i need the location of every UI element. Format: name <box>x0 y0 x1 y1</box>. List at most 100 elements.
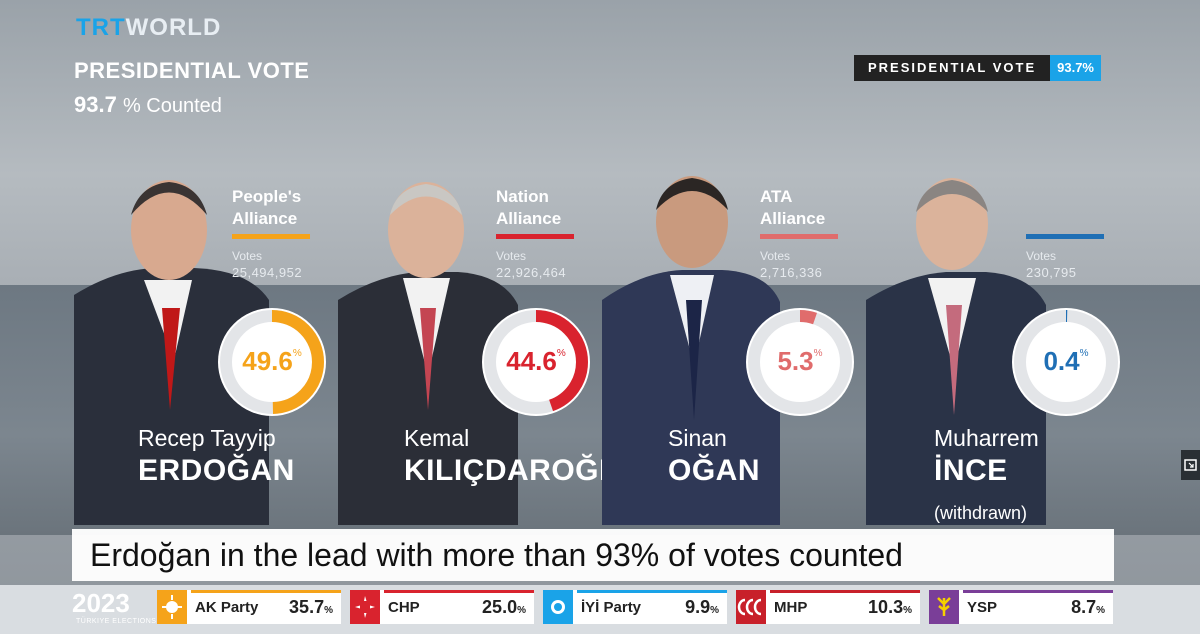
percent-readout: 49.6% <box>242 346 302 376</box>
votes-label: Votes <box>232 249 263 263</box>
candidate-card-erdogan: People's Alliance Votes 25,494,952 49.6%… <box>74 160 339 525</box>
party-result-chp: CHP 25.0% <box>350 590 534 624</box>
alliance-color-bar <box>496 234 574 239</box>
alliance-line1: People's <box>232 187 302 206</box>
chp-logo-icon <box>350 590 380 624</box>
percent-donut <box>218 308 326 416</box>
party-percent-value: 25.0 <box>482 597 518 617</box>
ysp-logo-icon <box>929 590 959 624</box>
votes-label: Votes <box>1026 249 1057 263</box>
tag-label: PRESIDENTIAL VOTE <box>854 55 1051 81</box>
party-percent: 10.3% <box>868 597 912 618</box>
party-percent-unit: % <box>710 605 719 616</box>
party-name: MHP <box>774 599 808 616</box>
party-percent: 9.9% <box>685 597 719 618</box>
percent-arc <box>748 310 852 414</box>
counted-value: 93.7 <box>74 92 117 117</box>
votes-label: Votes <box>496 249 527 263</box>
percent-value: 5.3 <box>777 346 814 376</box>
alliance-line2: Alliance <box>232 209 298 228</box>
percent-donut <box>1012 308 1120 416</box>
percent-value: 49.6 <box>242 346 293 376</box>
candidate-photo <box>866 178 1046 525</box>
candidate-first-name: Sinan <box>668 425 727 451</box>
party-color-bar <box>770 590 920 593</box>
party-percent: 35.7% <box>289 597 333 618</box>
election-year: 2023 <box>72 588 130 618</box>
trt-world-logo: TRTWORLD <box>76 14 221 42</box>
candidate-first-name: Kemal <box>404 425 470 451</box>
candidate-last-name: OĞAN <box>668 454 760 487</box>
party-percent-unit: % <box>517 605 526 616</box>
page-title: PRESIDENTIAL VOTE <box>74 58 310 83</box>
candidate-first-name: Muharrem <box>934 425 1039 451</box>
party-name: CHP <box>388 599 420 616</box>
votes-count: 25,494,952 <box>232 265 303 280</box>
logo-world-text: WORLD <box>125 14 222 41</box>
percent-value: 0.4 <box>1043 346 1080 376</box>
candidate-card-ince: Votes 230,795 0.4% Muharrem İNCE (withdr… <box>866 160 1131 525</box>
party-result-iyiparty: İYİ Party 9.9% <box>543 590 727 624</box>
alliance-label: ATA Alliance <box>760 186 825 230</box>
alliance-line1: ATA <box>760 187 793 206</box>
percent-arc <box>484 310 588 414</box>
alliance-line2: Alliance <box>496 209 562 228</box>
iyiparty-logo-icon <box>543 590 573 624</box>
party-result-ysp: YSP 8.7% <box>929 590 1113 624</box>
party-percent-unit: % <box>324 605 333 616</box>
candidate-photo <box>74 180 269 525</box>
percent-readout: 44.6% <box>506 346 566 376</box>
alliance-color-bar <box>1026 234 1104 239</box>
percent-arc <box>1014 310 1118 414</box>
party-color-bar <box>577 590 727 593</box>
party-percent-value: 35.7 <box>289 597 325 617</box>
alliance-label: People's Alliance <box>232 186 301 230</box>
party-percent: 8.7% <box>1071 597 1105 618</box>
votes-count: 22,926,464 <box>496 265 567 280</box>
logo-trt-text: TRT <box>76 14 126 41</box>
party-result-mhp: MHP 10.3% <box>736 590 920 624</box>
votes-count: 230,795 <box>1026 265 1077 280</box>
akparty-logo-icon <box>157 590 187 624</box>
party-name: AK Party <box>195 599 259 616</box>
percent-readout: 0.4% <box>1043 346 1089 376</box>
percent-value: 44.6 <box>506 346 557 376</box>
expand-side-button[interactable] <box>1181 450 1200 480</box>
presidential-vote-tag: PRESIDENTIAL VOTE 93.7% <box>854 55 1101 81</box>
party-color-bar <box>191 590 341 593</box>
expand-icon <box>1184 459 1197 471</box>
candidate-last-name: İNCE <box>934 454 1008 487</box>
party-percent-value: 10.3 <box>868 597 904 617</box>
candidate-last-name: ERDOĞAN <box>138 454 295 487</box>
party-color-bar <box>384 590 534 593</box>
headline-text: Erdoğan in the lead with more than 93% o… <box>90 537 903 573</box>
party-percent-unit: % <box>1096 605 1105 616</box>
party-percent-unit: % <box>903 605 912 616</box>
candidate-last-name: KILIÇDAROĞLU <box>404 454 640 487</box>
party-name: YSP <box>967 599 998 616</box>
party-percent: 25.0% <box>482 597 526 618</box>
candidate-first-name: Recep Tayyip <box>138 425 276 451</box>
election-year-subtitle: TÜRKIYE ELECTIONS <box>76 618 157 625</box>
counted-readout: 93.7 % Counted <box>74 92 222 118</box>
party-color-bar <box>963 590 1113 593</box>
candidate-photo <box>338 182 518 525</box>
percent-arc <box>220 310 324 414</box>
alliance-color-bar <box>760 234 838 239</box>
votes-count: 2,716,336 <box>760 265 823 280</box>
candidate-card-kilicdaroglu: Nation Alliance Votes 22,926,464 44.6% K… <box>338 160 639 525</box>
alliance-line2: Alliance <box>760 209 826 228</box>
party-name: İYİ Party <box>581 599 642 616</box>
votes-label: Votes <box>760 249 791 263</box>
candidate-photo <box>602 176 780 525</box>
headline-banner: Erdoğan in the lead with more than 93% o… <box>72 529 1114 581</box>
party-percent-value: 8.7 <box>1071 597 1097 617</box>
alliance-label: Nation Alliance <box>496 186 561 230</box>
tag-value: 93.7% <box>1050 55 1101 81</box>
alliance-color-bar <box>232 234 310 239</box>
candidate-card-ogan: ATA Alliance Votes 2,716,336 5.3% Sinan … <box>602 160 867 525</box>
party-percent-value: 9.9 <box>685 597 711 617</box>
alliance-line1: Nation <box>496 187 549 206</box>
party-result-akparty: AK Party 35.7% <box>157 590 341 624</box>
mhp-logo-icon <box>736 590 766 624</box>
